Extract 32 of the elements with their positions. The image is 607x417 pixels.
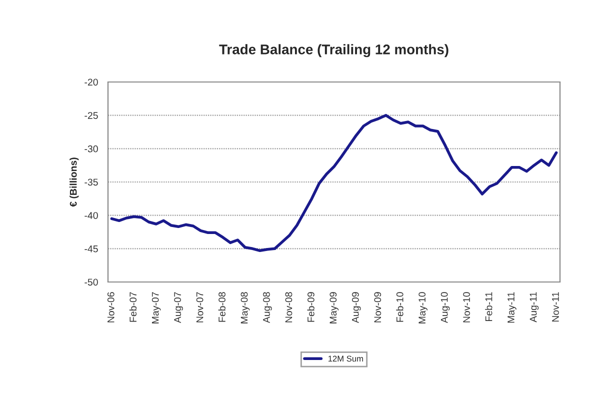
x-tick-label: Aug-07 — [174, 292, 183, 324]
x-tick-label: May-07 — [152, 292, 161, 324]
x-tick-label: Feb-10 — [396, 292, 404, 322]
y-axis-title: € (Billions) — [70, 158, 79, 207]
x-tick-label: Nov-09 — [374, 292, 382, 322]
x-tick-label: Feb-11 — [485, 292, 492, 322]
x-tick-label: Nov-11 — [552, 292, 559, 322]
x-tick-label: Feb-09 — [307, 292, 314, 322]
x-tick-label: Aug-08 — [263, 292, 272, 324]
x-tick-label: May-08 — [240, 292, 250, 324]
x-tick-label: May-11 — [508, 292, 516, 323]
line-series — [110, 114, 558, 252]
x-tick-label: Nov-10 — [463, 292, 470, 322]
y-tick-label: -45 — [84, 246, 98, 252]
x-tick-label: Aug-09 — [352, 292, 361, 324]
x-tick-label: Nov-08 — [285, 292, 292, 322]
y-tick-label: -25 — [84, 112, 98, 119]
y-tick-label: -20 — [84, 78, 98, 86]
x-tick-label: Nov-07 — [196, 292, 204, 322]
y-tick-label: -40 — [84, 212, 98, 219]
x-tick-label: May-10 — [418, 292, 428, 324]
y-tick-label: -35 — [84, 178, 98, 186]
x-tick-label: May-09 — [330, 292, 339, 324]
y-tick-label: -30 — [84, 145, 98, 152]
legend-label: 12M Sum — [328, 356, 363, 362]
x-tick-label: Nov-06 — [107, 292, 114, 322]
x-tick-label: Feb-07 — [129, 292, 137, 322]
x-tick-label: Aug-10 — [440, 292, 450, 324]
x-tick-label: Feb-08 — [218, 292, 226, 322]
chart-title: Trade Balance (Trailing 12 months) — [219, 44, 448, 58]
x-tick-label: Aug-11 — [530, 292, 539, 322]
y-tick-label: -50 — [84, 278, 98, 286]
